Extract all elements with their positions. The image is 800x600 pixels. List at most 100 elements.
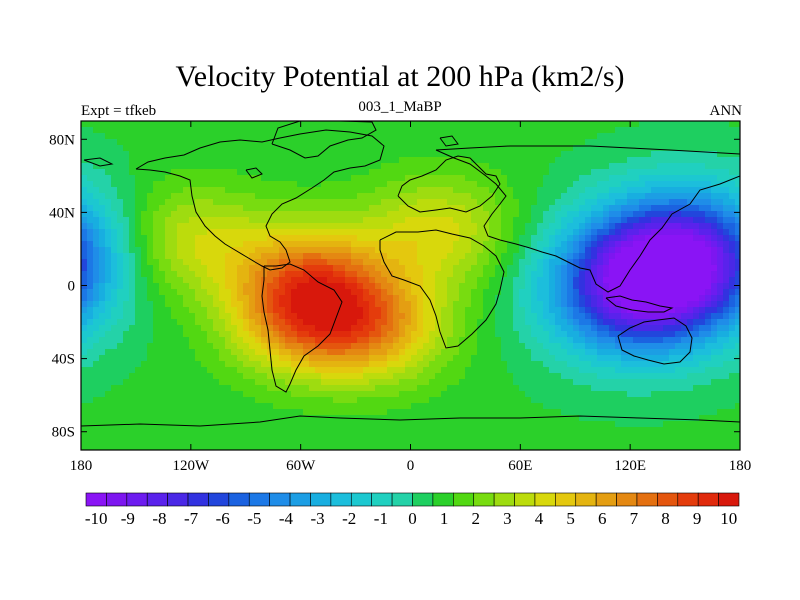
field-cell (261, 157, 268, 164)
field-cell (147, 163, 154, 170)
field-cell (345, 289, 352, 296)
field-cell (159, 247, 166, 254)
field-cell (519, 283, 526, 290)
field-cell (225, 193, 232, 200)
field-cell (189, 133, 196, 140)
field-cell (267, 121, 274, 128)
field-cell (543, 229, 550, 236)
field-cell (573, 181, 580, 188)
field-cell (93, 259, 100, 266)
field-cell (459, 265, 466, 272)
field-cell (405, 121, 412, 128)
field-cell (123, 319, 130, 326)
field-cell (585, 157, 592, 164)
field-cell (591, 139, 598, 146)
field-cell (291, 205, 298, 212)
field-cell (123, 367, 130, 374)
field-cell (327, 379, 334, 386)
field-cell (285, 145, 292, 152)
field-cell (513, 361, 520, 368)
field-cell (723, 181, 730, 188)
field-cell (687, 247, 694, 254)
field-cell (303, 175, 310, 182)
field-cell (231, 337, 238, 344)
field-cell (195, 373, 202, 380)
field-cell (183, 169, 190, 176)
field-cell (603, 235, 610, 242)
field-cell (309, 337, 316, 344)
field-cell (441, 199, 448, 206)
field-cell (705, 193, 712, 200)
field-cell (513, 337, 520, 344)
field-cell (81, 205, 88, 212)
field-cell (315, 253, 322, 260)
field-cell (531, 277, 538, 284)
field-cell (531, 217, 538, 224)
field-cell (273, 295, 280, 302)
field-cell (381, 295, 388, 302)
field-cell (189, 199, 196, 206)
field-cell (447, 295, 454, 302)
field-cell (147, 175, 154, 182)
field-cell (159, 169, 166, 176)
field-cell (231, 271, 238, 278)
field-cell (327, 277, 334, 284)
field-cell (393, 265, 400, 272)
field-cell (189, 373, 196, 380)
field-cell (219, 229, 226, 236)
field-cell (411, 349, 418, 356)
field-cell (381, 187, 388, 194)
field-cell (273, 337, 280, 344)
field-cell (651, 139, 658, 146)
field-cell (729, 307, 736, 314)
field-cell (273, 271, 280, 278)
field-cell (441, 145, 448, 152)
field-cell (333, 361, 340, 368)
field-cell (87, 385, 94, 392)
field-cell (393, 193, 400, 200)
field-cell (153, 193, 160, 200)
field-cell (333, 247, 340, 254)
field-cell (357, 133, 364, 140)
field-cell (675, 337, 682, 344)
field-cell (477, 367, 484, 374)
field-cell (609, 301, 616, 308)
field-cell (393, 313, 400, 320)
field-cell (255, 277, 262, 284)
field-cell (711, 139, 718, 146)
field-cell (339, 133, 346, 140)
field-cell (603, 259, 610, 266)
field-cell (537, 379, 544, 386)
field-cell (495, 199, 502, 206)
field-cell (687, 169, 694, 176)
field-cell (243, 385, 250, 392)
field-cell (351, 199, 358, 206)
field-cell (669, 361, 676, 368)
field-cell (99, 139, 106, 146)
field-cell (711, 181, 718, 188)
field-cell (393, 151, 400, 158)
field-cell (693, 151, 700, 158)
field-cell (243, 169, 250, 176)
field-cell (135, 367, 142, 374)
field-cell (315, 133, 322, 140)
field-cell (153, 283, 160, 290)
field-cell (699, 301, 706, 308)
field-cell (141, 223, 148, 230)
field-cell (387, 175, 394, 182)
field-cell (555, 211, 562, 218)
field-cell (585, 343, 592, 350)
field-cell (147, 241, 154, 248)
field-cell (615, 277, 622, 284)
field-cell (141, 217, 148, 224)
field-cell (213, 253, 220, 260)
field-cell (681, 133, 688, 140)
field-cell (543, 253, 550, 260)
field-cell (357, 253, 364, 260)
field-cell (669, 217, 676, 224)
field-cell (285, 313, 292, 320)
field-cell (525, 289, 532, 296)
field-cell (303, 241, 310, 248)
field-cell (543, 169, 550, 176)
